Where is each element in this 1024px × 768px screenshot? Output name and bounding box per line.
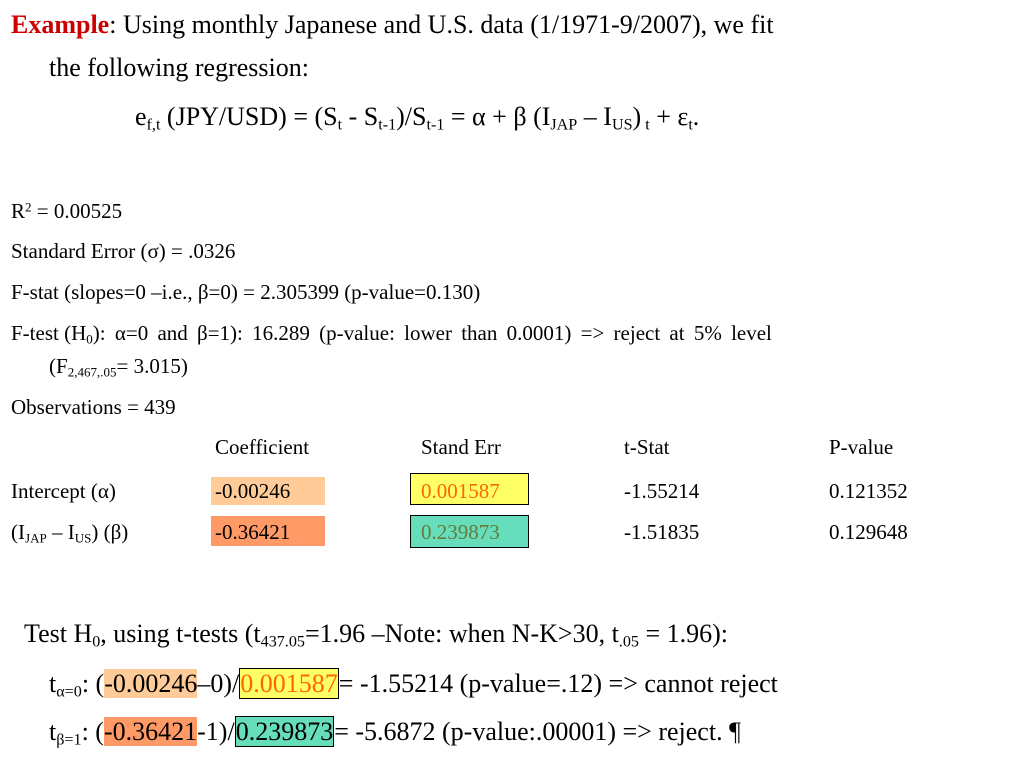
r2-value: = 0.00525 xyxy=(31,199,123,223)
eq-s-prev-sub: t-1 xyxy=(378,116,397,134)
t2-coef: -0.36421 xyxy=(103,717,198,746)
eq-minus: - S xyxy=(342,102,379,131)
t1-b: –0)/ xyxy=(197,669,240,698)
beta-tstat: -1.51835 xyxy=(624,520,700,544)
ftest-sub: 0 xyxy=(86,331,93,347)
beta-label-c: ) (β) xyxy=(91,520,129,544)
t1-c: = -1.55214 (p-value=.12) => cannot rejec… xyxy=(338,669,778,698)
eq-plus: + ε xyxy=(649,102,689,131)
ftest-b: ): α=0 and β=1): 16.289 (p-value: lower … xyxy=(92,321,772,345)
eq-end: . xyxy=(692,102,700,131)
eq-e-sub: f,t xyxy=(146,116,161,134)
t-test-alpha: tα=0: (-0.00246–0)/0.001587= -1.55214 (p… xyxy=(49,668,778,701)
row-intercept-label: Intercept (α) xyxy=(11,479,116,503)
t2-sub: β=1 xyxy=(56,731,82,749)
t2-c: = -5.6872 (p-value:.00001) => reject. ¶ xyxy=(334,717,741,746)
f-stat: F-stat (slopes=0 –i.e., β=0) = 2.305399 … xyxy=(11,280,481,304)
intercept-tstat: -1.55214 xyxy=(624,479,700,503)
eq-div: )/S xyxy=(396,102,427,131)
r-squared: R2 = 0.00525 xyxy=(11,199,122,224)
intercept-coef: -0.00246 xyxy=(215,479,291,503)
eq-eps-sub: t xyxy=(688,116,693,134)
t-test-beta: tβ=1: (-0.36421-1)/0.239873= -5.6872 (p-… xyxy=(49,716,741,749)
eq-close: ) xyxy=(632,102,642,131)
test-d: = 1.96): xyxy=(638,619,728,648)
t1-prefix: t xyxy=(49,669,57,698)
intercept-se: 0.001587 xyxy=(421,479,500,503)
t1-sub: α=0 xyxy=(56,683,82,701)
test-b: , using t-tests (t xyxy=(100,619,261,648)
header-t-stat: t-Stat xyxy=(624,435,670,459)
eq-pair: (JPY/USD) = (S xyxy=(160,102,338,131)
test-sub: 0 xyxy=(92,633,101,651)
ftest-d: = 3.015) xyxy=(116,354,188,378)
eq-rhs: = α + β (I xyxy=(444,102,551,131)
eq-dash: – I xyxy=(577,102,612,131)
r2-sup: 2 xyxy=(25,199,32,215)
intercept-pvalue: 0.121352 xyxy=(829,479,908,503)
ftest-a: F-test (H xyxy=(11,321,87,345)
row-beta-label: (IJAP – IUS) (β) xyxy=(11,520,128,545)
eq-s-sub: t xyxy=(337,116,343,134)
beta-label-b: – I xyxy=(46,520,75,544)
beta-label-a: (I xyxy=(11,520,25,544)
test-line-1: Test H0, using t-tests (t437.05=1.96 –No… xyxy=(24,619,728,651)
t1-se: 0.001587 xyxy=(239,668,339,699)
intercept-coef-highlight xyxy=(211,477,325,505)
intro-text-1: : Using monthly Japanese and U.S. data (… xyxy=(109,10,774,39)
test-sub2: 437.05 xyxy=(260,633,305,651)
ftest-c: (F xyxy=(49,354,68,378)
intercept-se-highlight xyxy=(410,473,529,505)
beta-se: 0.239873 xyxy=(421,520,500,544)
header-stand-err: Stand Err xyxy=(421,435,501,459)
beta-label-sub2: US xyxy=(74,530,92,546)
eq-t-sub: t xyxy=(641,116,650,134)
f-test-continued: (F2,467,.05= 3.015) xyxy=(49,354,188,379)
t2-prefix: t xyxy=(49,717,57,746)
header-coefficient: Coefficient xyxy=(215,435,310,459)
standard-error: Standard Error (σ) = .0326 xyxy=(11,239,236,263)
t1-coef: -0.00246 xyxy=(104,669,198,698)
example-label: Example xyxy=(11,10,110,39)
test-a: Test H xyxy=(24,619,93,648)
t2-se: 0.239873 xyxy=(234,716,335,747)
f-test: F-test (H0): α=0 and β=1): 16.289 (p-val… xyxy=(11,321,1013,346)
eq-s-prev-sub2: t-1 xyxy=(426,116,445,134)
test-sub3: .05 xyxy=(618,633,639,651)
beta-se-highlight xyxy=(410,515,529,548)
t1-a: : ( xyxy=(81,669,105,698)
observations: Observations = 439 xyxy=(11,395,176,419)
intro-line-1: Example: Using monthly Japanese and U.S.… xyxy=(11,10,774,40)
beta-coef-highlight xyxy=(211,516,325,546)
intro-line-2: the following regression: xyxy=(49,53,309,82)
t2-a: : ( xyxy=(81,717,104,746)
beta-coef: -0.36421 xyxy=(215,520,291,544)
regression-equation: ef,t (JPY/USD) = (St - St-1)/St-1 = α + … xyxy=(135,102,700,134)
header-p-value: P-value xyxy=(829,435,894,459)
t2-b: -1)/ xyxy=(197,717,235,746)
beta-pvalue: 0.129648 xyxy=(829,520,908,544)
ftest-c-sub: 2,467,.05 xyxy=(67,364,117,380)
eq-jap-sub: JAP xyxy=(550,116,578,134)
beta-label-sub1: JAP xyxy=(25,530,47,546)
r2-prefix: R xyxy=(11,199,26,223)
eq-us-sub: US xyxy=(611,116,633,134)
test-c: =1.96 –Note: when N-K>30, t xyxy=(304,619,619,648)
eq-e: e xyxy=(135,102,147,131)
